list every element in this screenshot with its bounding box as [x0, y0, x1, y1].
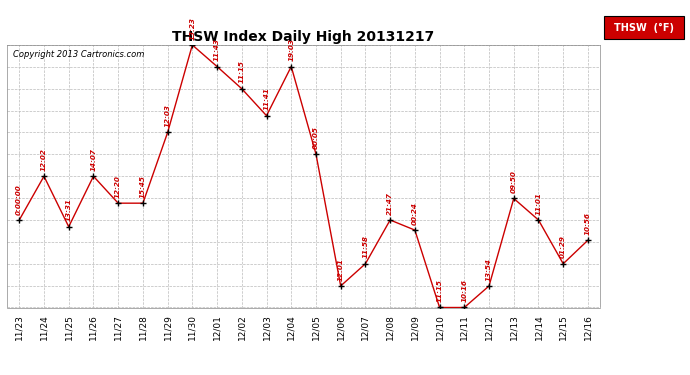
- Text: 12:02: 12:02: [41, 148, 47, 171]
- Text: 12:01: 12:01: [337, 258, 344, 280]
- Text: 00:05: 00:05: [313, 126, 319, 148]
- Text: 11:43: 11:43: [214, 38, 220, 61]
- Text: 00:24: 00:24: [412, 202, 418, 225]
- Text: 15:45: 15:45: [140, 175, 146, 198]
- Text: 13:54: 13:54: [486, 258, 492, 280]
- Text: 10:56: 10:56: [585, 212, 591, 235]
- Text: 14:07: 14:07: [90, 148, 97, 171]
- Text: 09:50: 09:50: [511, 170, 517, 193]
- Text: 01:29: 01:29: [560, 236, 566, 258]
- Text: 10:16: 10:16: [462, 279, 467, 302]
- Text: 11:15: 11:15: [437, 279, 442, 302]
- Text: 13:23: 13:23: [189, 17, 195, 40]
- Text: 13:31: 13:31: [66, 198, 72, 221]
- Text: Copyright 2013 Cartronics.com: Copyright 2013 Cartronics.com: [13, 50, 144, 59]
- Text: 0:00:00: 0:00:00: [17, 184, 22, 214]
- Text: 12:20: 12:20: [115, 175, 121, 198]
- Title: THSW Index Daily High 20131217: THSW Index Daily High 20131217: [172, 30, 435, 44]
- Text: 11:15: 11:15: [239, 60, 245, 83]
- Text: 11:58: 11:58: [362, 236, 368, 258]
- Text: 11:41: 11:41: [264, 87, 270, 110]
- Text: 11:01: 11:01: [535, 192, 542, 214]
- Text: THSW  (°F): THSW (°F): [614, 23, 674, 33]
- Text: 12:03: 12:03: [165, 104, 170, 127]
- Text: 19:03: 19:03: [288, 38, 294, 61]
- Text: 21:47: 21:47: [387, 192, 393, 214]
